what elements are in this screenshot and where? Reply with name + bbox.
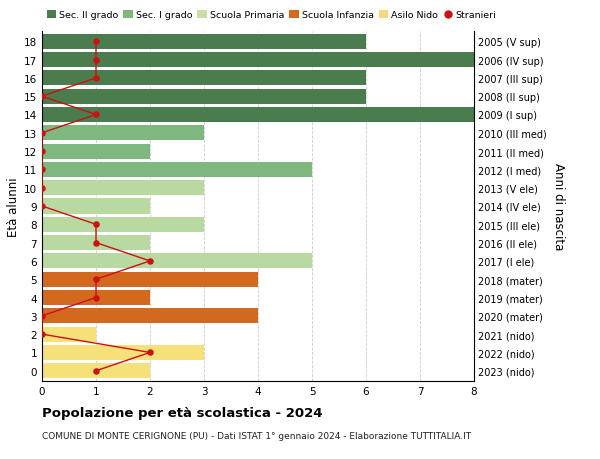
Point xyxy=(37,166,47,174)
Point xyxy=(37,313,47,320)
Bar xyxy=(42,308,258,324)
Bar xyxy=(42,181,204,196)
Bar xyxy=(42,272,258,287)
Point xyxy=(37,130,47,137)
Bar xyxy=(42,217,204,232)
Bar xyxy=(42,235,150,251)
Point xyxy=(145,257,155,265)
Bar xyxy=(42,71,366,86)
Legend: Sec. II grado, Sec. I grado, Scuola Primaria, Scuola Infanzia, Asilo Nido, Stran: Sec. II grado, Sec. I grado, Scuola Prim… xyxy=(47,11,497,21)
Bar xyxy=(42,364,150,378)
Bar xyxy=(42,254,312,269)
Bar xyxy=(42,199,150,214)
Point xyxy=(91,276,101,283)
Point xyxy=(91,294,101,302)
Text: Popolazione per età scolastica - 2024: Popolazione per età scolastica - 2024 xyxy=(42,406,323,419)
Point xyxy=(37,93,47,101)
Bar xyxy=(42,345,204,360)
Point xyxy=(91,57,101,64)
Point xyxy=(37,331,47,338)
Bar xyxy=(42,291,150,305)
Bar xyxy=(42,144,150,159)
Point xyxy=(91,221,101,229)
Bar xyxy=(42,126,204,141)
Point xyxy=(91,39,101,46)
Point xyxy=(91,75,101,82)
Point xyxy=(37,203,47,210)
Text: COMUNE DI MONTE CERIGNONE (PU) - Dati ISTAT 1° gennaio 2024 - Elaborazione TUTTI: COMUNE DI MONTE CERIGNONE (PU) - Dati IS… xyxy=(42,431,471,441)
Point xyxy=(37,148,47,156)
Bar xyxy=(42,162,312,178)
Y-axis label: Anni di nascita: Anni di nascita xyxy=(553,163,565,250)
Point xyxy=(145,349,155,356)
Bar xyxy=(42,90,366,105)
Y-axis label: Età alunni: Età alunni xyxy=(7,177,20,236)
Point xyxy=(91,240,101,247)
Bar xyxy=(42,108,474,123)
Bar xyxy=(42,327,96,342)
Point xyxy=(91,367,101,375)
Point xyxy=(37,185,47,192)
Bar xyxy=(42,35,366,50)
Bar xyxy=(42,53,474,68)
Point xyxy=(91,112,101,119)
